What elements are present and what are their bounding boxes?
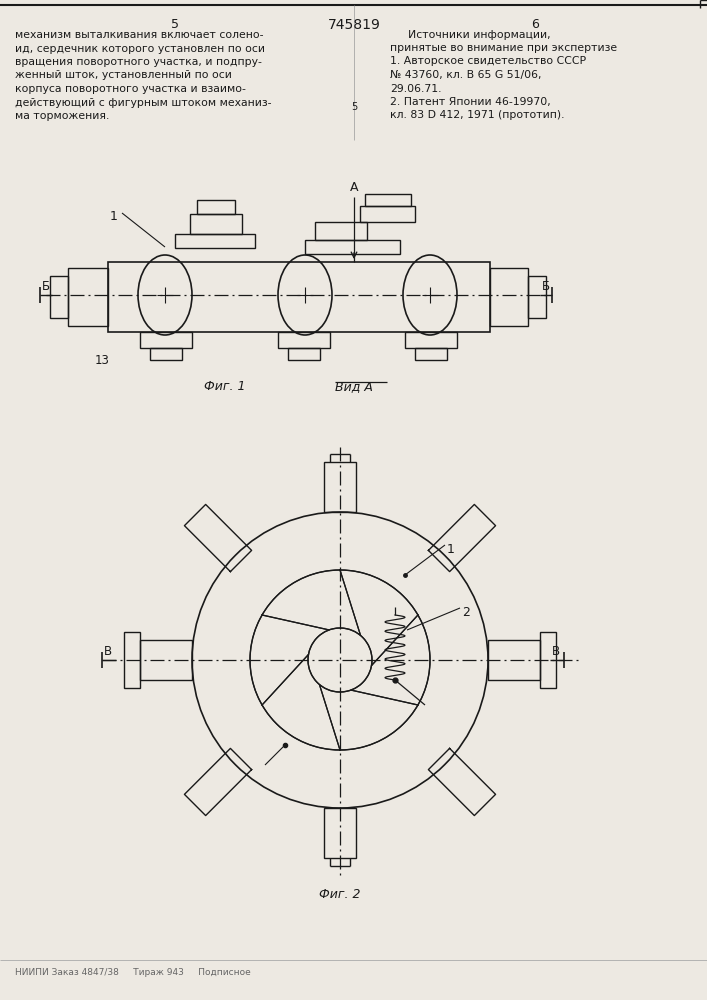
Bar <box>540 632 556 688</box>
Text: В: В <box>104 645 112 658</box>
Text: кл. 83 D 412, 1971 (прототип).: кл. 83 D 412, 1971 (прототип). <box>390 110 564 120</box>
Text: 13: 13 <box>95 354 110 367</box>
Bar <box>490 268 528 326</box>
Bar <box>288 348 320 360</box>
Text: В: В <box>552 645 560 658</box>
Text: Б: Б <box>42 280 50 293</box>
Bar <box>415 348 447 360</box>
Text: механизм выталкивания включает солено-: механизм выталкивания включает солено- <box>15 30 264 40</box>
Bar <box>324 462 356 512</box>
Text: ид, сердечник которого установлен по оси: ид, сердечник которого установлен по оси <box>15 43 265 53</box>
Text: ма торможения.: ма торможения. <box>15 111 110 121</box>
Bar <box>324 808 356 858</box>
Bar <box>305 240 400 254</box>
Text: вращения поворотного участка, и подпру-: вращения поворотного участка, и подпру- <box>15 57 262 67</box>
Text: 6: 6 <box>531 18 539 31</box>
Text: Фиг. 1: Фиг. 1 <box>204 380 246 393</box>
Bar <box>488 640 540 680</box>
Text: 1. Авторское свидетельство СССР: 1. Авторское свидетельство СССР <box>390 56 586 66</box>
Text: 29.06.71.: 29.06.71. <box>390 84 441 94</box>
Text: корпуса поворотного участка и взаимо-: корпуса поворотного участка и взаимо- <box>15 84 246 94</box>
Bar <box>315 222 367 240</box>
Text: женный шток, установленный по оси: женный шток, установленный по оси <box>15 70 232 81</box>
Bar <box>365 194 411 206</box>
Bar <box>68 268 108 326</box>
Text: Вид А: Вид А <box>335 380 373 393</box>
Bar <box>175 234 255 248</box>
Bar <box>50 276 68 318</box>
Text: Фиг. 2: Фиг. 2 <box>320 888 361 901</box>
Bar <box>197 200 235 214</box>
Bar <box>360 206 415 222</box>
Bar <box>150 348 182 360</box>
Bar <box>140 332 192 348</box>
Text: действующий с фигурным штоком механиз-: действующий с фигурным штоком механиз- <box>15 98 271 107</box>
Text: НИИПИ Заказ 4847/38     Тираж 943     Подписное: НИИПИ Заказ 4847/38 Тираж 943 Подписное <box>15 968 251 977</box>
Bar <box>405 332 457 348</box>
Bar <box>278 332 330 348</box>
Text: Б: Б <box>542 280 550 293</box>
Text: A: A <box>350 181 358 194</box>
Text: 5: 5 <box>171 18 179 31</box>
Bar <box>108 262 490 332</box>
Text: Источники информации,: Источники информации, <box>408 30 551 40</box>
Bar <box>140 640 192 680</box>
Text: 2: 2 <box>462 606 470 619</box>
Text: 1: 1 <box>110 210 118 223</box>
Text: 745819: 745819 <box>327 18 380 32</box>
Bar <box>528 276 546 318</box>
Bar <box>190 214 242 234</box>
Text: 1: 1 <box>447 543 455 556</box>
Text: 5: 5 <box>351 102 357 112</box>
Text: 2. Патент Японии 46-19970,: 2. Патент Японии 46-19970, <box>390 97 551 107</box>
Text: № 43760, кл. В 65 G 51/06,: № 43760, кл. В 65 G 51/06, <box>390 70 542 80</box>
Bar <box>124 632 140 688</box>
Text: принятые во внимание при экспертизе: принятые во внимание при экспертизе <box>390 43 617 53</box>
